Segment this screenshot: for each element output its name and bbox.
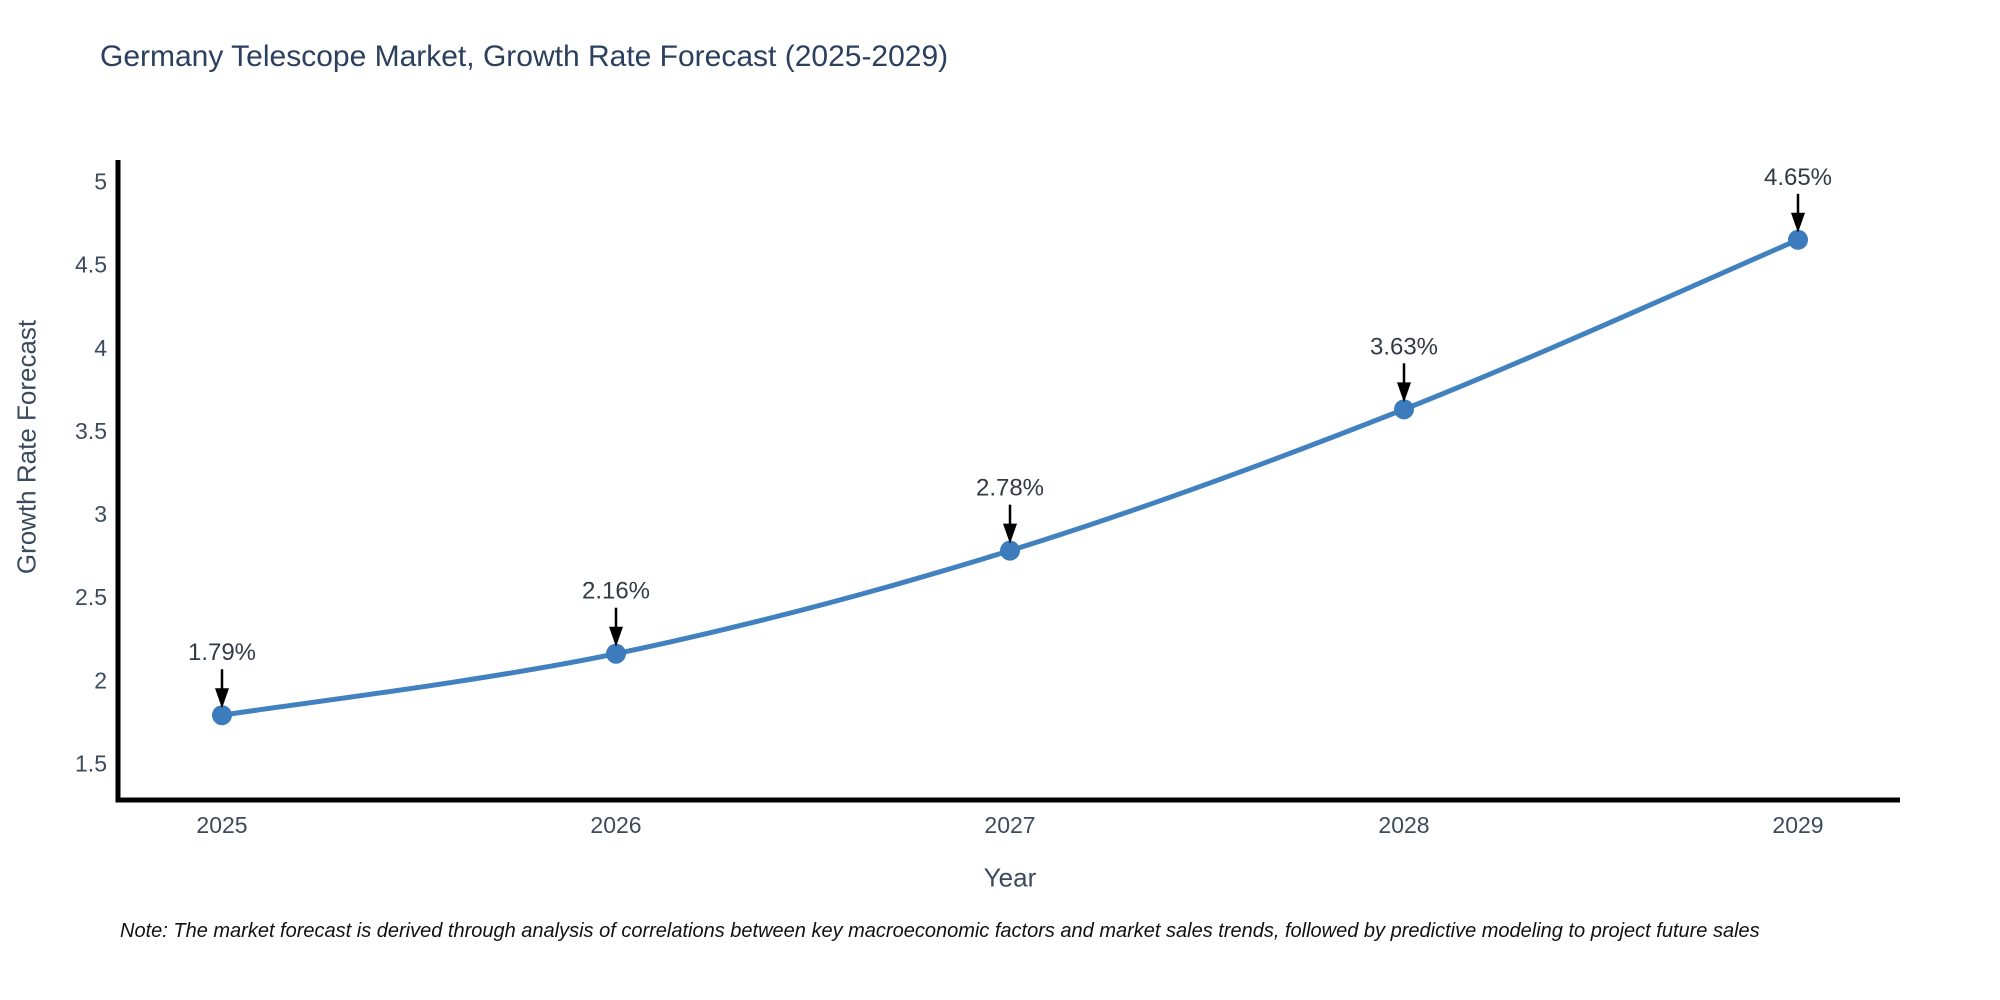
footnote: Note: The market forecast is derived thr… <box>120 920 1760 942</box>
y-tick-label: 4 <box>94 335 107 361</box>
annotation-label: 1.79% <box>188 639 256 666</box>
data-point-marker <box>1394 399 1414 420</box>
x-tick-label: 2025 <box>196 812 247 838</box>
annotation-label: 3.63% <box>1370 333 1438 360</box>
x-tick-label: 2029 <box>1772 812 1823 838</box>
y-tick-label: 5 <box>94 169 107 195</box>
y-tick-label: 1.5 <box>75 750 107 776</box>
annotation-label: 4.65% <box>1764 164 1832 191</box>
x-tick-label: 2027 <box>984 812 1035 838</box>
y-tick-label: 3 <box>94 501 107 527</box>
data-point-marker <box>606 643 626 664</box>
annotation-label: 2.78% <box>976 475 1044 502</box>
annotation-arrowhead <box>1397 382 1411 403</box>
y-tick-label: 2 <box>94 667 107 693</box>
annotation-arrowhead <box>1003 523 1017 544</box>
data-point-marker <box>212 705 232 726</box>
annotation-label: 2.16% <box>582 578 650 605</box>
x-axis-title: Year <box>983 862 1037 893</box>
y-axis-title: Growth Rate Forecast <box>11 319 42 575</box>
data-point-marker <box>1000 540 1020 561</box>
data-point-marker <box>1788 229 1808 250</box>
annotation-arrowhead <box>609 626 623 647</box>
y-tick-label: 4.5 <box>75 252 107 278</box>
chart-title: Germany Telescope Market, Growth Rate Fo… <box>100 40 949 73</box>
x-tick-label: 2028 <box>1378 812 1429 838</box>
y-tick-label: 3.5 <box>75 418 107 444</box>
y-tick-label: 2.5 <box>75 584 107 610</box>
annotation-arrowhead <box>215 688 229 709</box>
annotation-arrowhead <box>1791 212 1805 233</box>
x-tick-label: 2026 <box>590 812 641 838</box>
